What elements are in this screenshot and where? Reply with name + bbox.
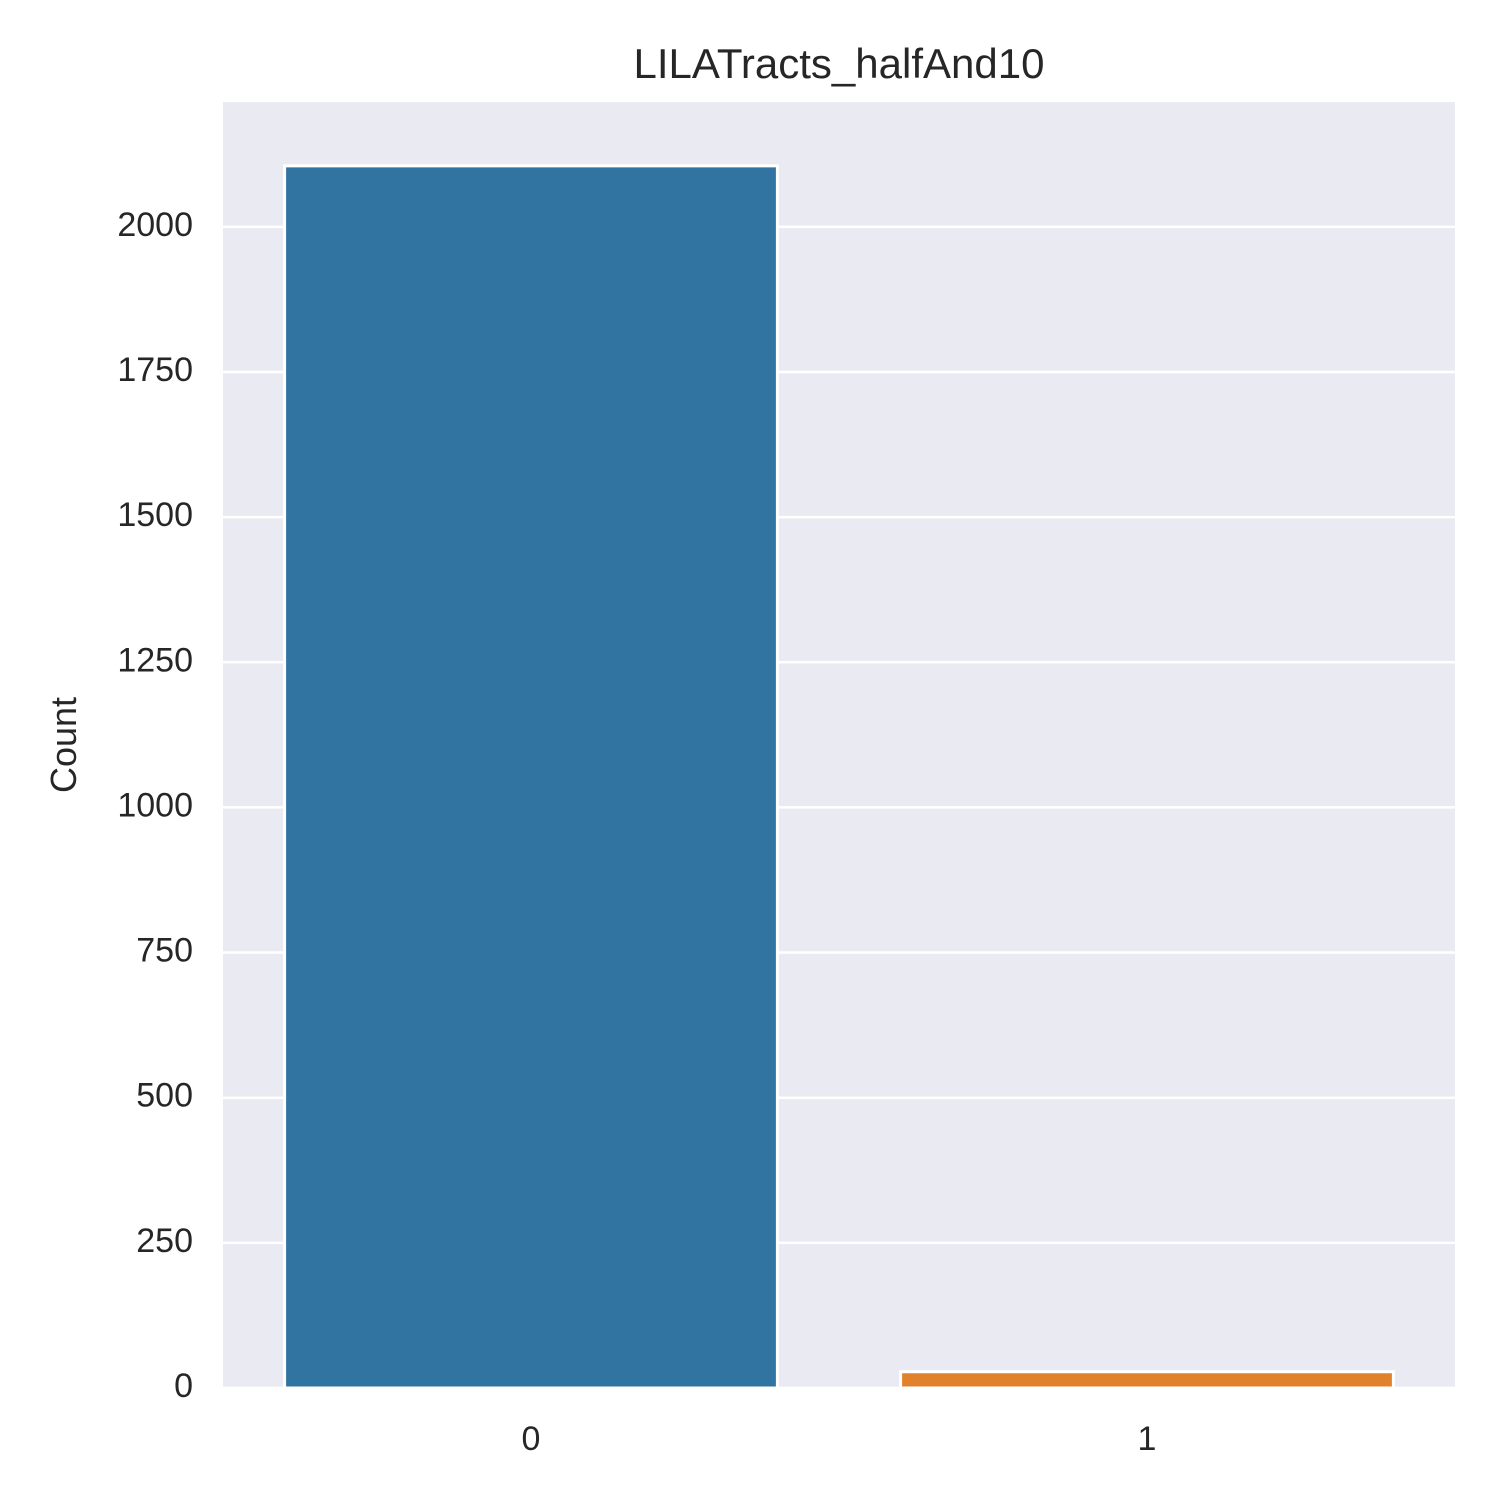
y-tick-label: 750 bbox=[136, 932, 193, 970]
y-tick-label: 1750 bbox=[117, 351, 193, 389]
y-tick-label: 0 bbox=[174, 1367, 193, 1405]
bars bbox=[283, 164, 1395, 1390]
bar-1 bbox=[899, 1370, 1395, 1390]
y-tick-label: 500 bbox=[136, 1077, 193, 1115]
bar-0 bbox=[283, 164, 779, 1390]
y-tick-label: 1250 bbox=[117, 641, 193, 679]
y-axis-label: Count bbox=[43, 697, 84, 793]
y-tick-label: 250 bbox=[136, 1222, 193, 1260]
x-tick-label: 1 bbox=[1138, 1420, 1157, 1458]
y-tick-label: 2000 bbox=[117, 206, 193, 244]
y-tick-label: 1500 bbox=[117, 496, 193, 534]
y-tick-label: 1000 bbox=[117, 786, 193, 824]
chart-title: LILATracts_halfAnd10 bbox=[634, 40, 1045, 87]
x-tick-label: 0 bbox=[522, 1420, 541, 1458]
y-axis-ticks: 0 250 500 750 1000 1250 1500 1750 2000 bbox=[117, 206, 193, 1405]
